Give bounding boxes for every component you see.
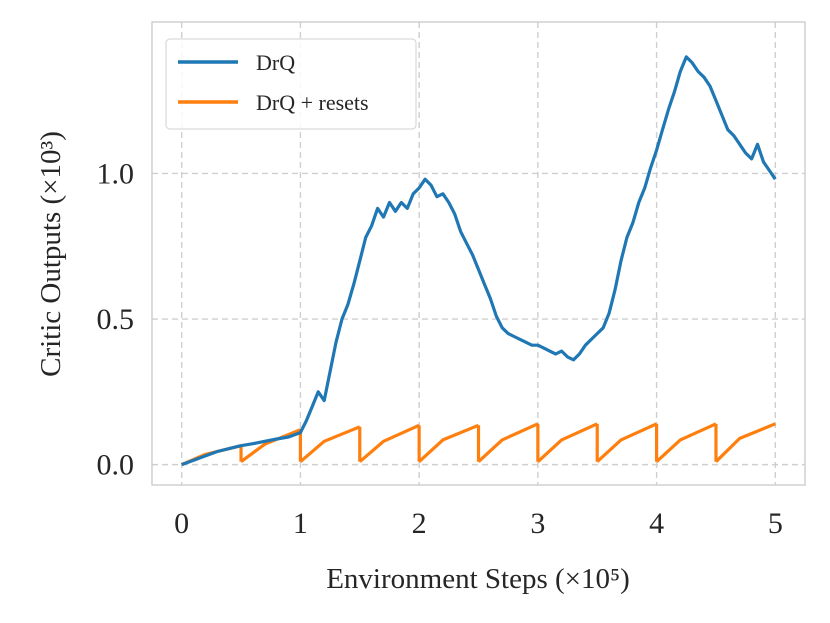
series-line-drq-resets-segment [714,422,776,463]
y-tick-label: 0.5 [97,303,135,336]
series-line-drq-resets-segment [655,422,717,463]
series-line-drq-resets-segment [596,422,658,463]
legend: DrQ DrQ + resets [165,38,417,130]
x-tick-label: 4 [649,507,664,540]
y-tick-label: 1.0 [97,157,135,190]
series-line-drq [181,55,777,467]
y-axis-label: Critic Outputs (×10³) [35,131,67,377]
series-line-drq-resets-segment [536,422,598,463]
x-tick-label: 5 [768,507,783,540]
series-line-drq-resets-segment [418,423,480,463]
series-line-drq-resets-segment [240,428,302,463]
plot-frame [151,21,806,486]
series-line-drq-resets-segment [358,423,420,463]
x-tick-label: 1 [293,507,308,540]
grid [152,22,805,485]
x-tick-label: 2 [412,507,427,540]
tick-labels: 0 1 2 3 4 5 0.0 0.5 1.0 [97,157,783,540]
x-axis-label: Environment Steps (×10⁵) [326,563,630,595]
legend-label-drq-resets: DrQ + resets [256,90,369,115]
x-tick-label: 0 [174,507,189,540]
y-tick-label: 0.0 [97,449,135,482]
x-tick-label: 3 [530,507,545,540]
series-lines [181,55,777,467]
series-line-drq-resets-segment [477,422,539,463]
series-line-drq-resets-segment [299,425,361,463]
legend-label-drq: DrQ [256,50,295,75]
